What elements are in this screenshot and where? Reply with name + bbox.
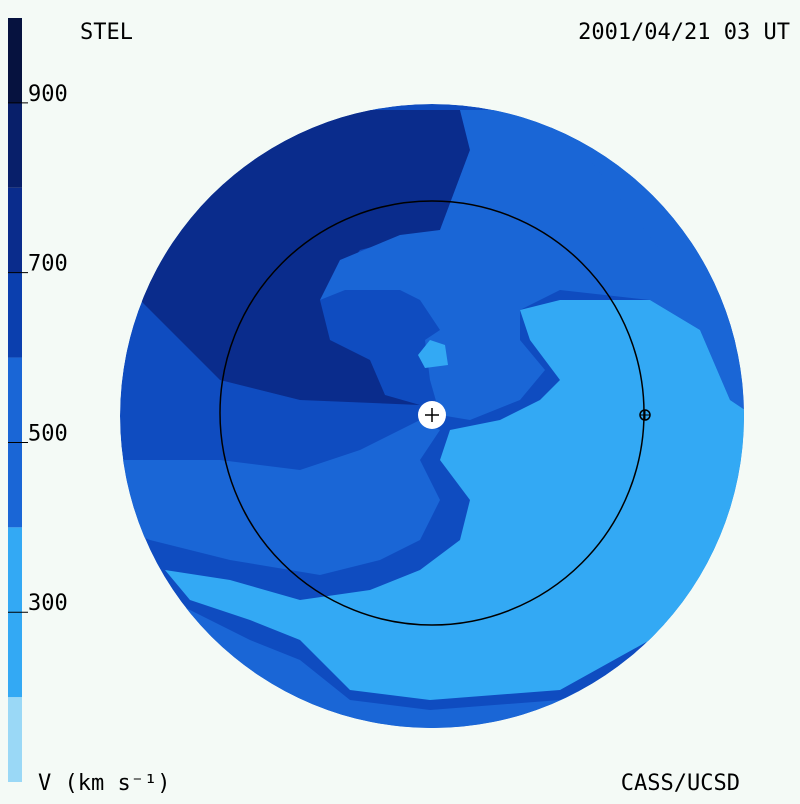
sun-cross xyxy=(425,408,439,422)
colorbar-band xyxy=(8,102,22,188)
credit: CASS/UCSD xyxy=(621,771,740,796)
region-mid xyxy=(120,600,744,728)
timestamp: 2001/04/21 03 UT xyxy=(578,20,790,45)
colorbar-band xyxy=(8,697,22,782)
earth-cross xyxy=(640,410,650,420)
colorbar-label: V (km s⁻¹) xyxy=(38,771,170,796)
colorbar-tick-label: 300 xyxy=(28,591,68,616)
earth-orbit xyxy=(219,200,645,626)
velocity-map xyxy=(120,104,744,728)
region-slow xyxy=(418,340,448,368)
region-mid xyxy=(120,420,440,575)
colorbar-tick-label: 700 xyxy=(28,252,68,277)
colorbar-tick-label: 900 xyxy=(28,82,68,107)
region-slow xyxy=(165,300,744,700)
colorbar-band xyxy=(8,18,22,103)
colorbar-tick-label: 500 xyxy=(28,421,68,446)
colorbar-band xyxy=(8,187,22,273)
chart-title: STEL xyxy=(80,20,133,45)
colorbar-band xyxy=(8,272,22,358)
